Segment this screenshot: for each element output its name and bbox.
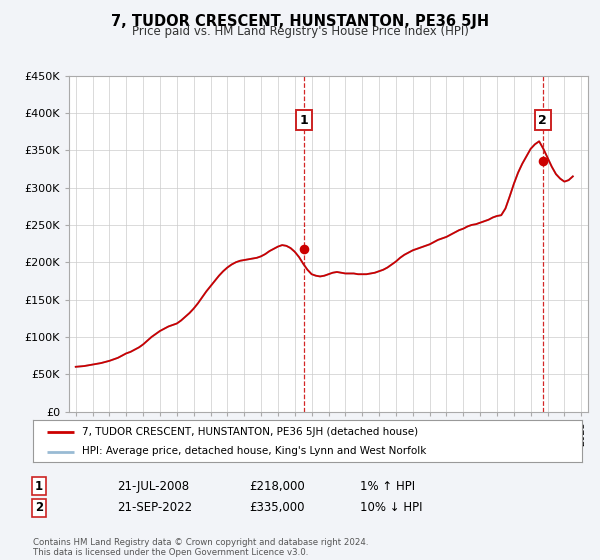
Text: 10% ↓ HPI: 10% ↓ HPI — [360, 501, 422, 515]
Text: 1% ↑ HPI: 1% ↑ HPI — [360, 479, 415, 493]
Text: £218,000: £218,000 — [249, 479, 305, 493]
Text: 2: 2 — [538, 114, 547, 127]
Text: 1: 1 — [35, 479, 43, 493]
Text: 1: 1 — [299, 114, 308, 127]
Text: Price paid vs. HM Land Registry's House Price Index (HPI): Price paid vs. HM Land Registry's House … — [131, 25, 469, 38]
Text: 7, TUDOR CRESCENT, HUNSTANTON, PE36 5JH: 7, TUDOR CRESCENT, HUNSTANTON, PE36 5JH — [111, 14, 489, 29]
Text: 7, TUDOR CRESCENT, HUNSTANTON, PE36 5JH (detached house): 7, TUDOR CRESCENT, HUNSTANTON, PE36 5JH … — [82, 427, 419, 437]
Point — [299, 244, 308, 253]
Text: £335,000: £335,000 — [249, 501, 305, 515]
Text: Contains HM Land Registry data © Crown copyright and database right 2024.
This d: Contains HM Land Registry data © Crown c… — [33, 538, 368, 557]
Text: HPI: Average price, detached house, King's Lynn and West Norfolk: HPI: Average price, detached house, King… — [82, 446, 427, 456]
Text: 2: 2 — [35, 501, 43, 515]
Text: 21-SEP-2022: 21-SEP-2022 — [117, 501, 192, 515]
Point — [538, 157, 548, 166]
Text: 21-JUL-2008: 21-JUL-2008 — [117, 479, 189, 493]
